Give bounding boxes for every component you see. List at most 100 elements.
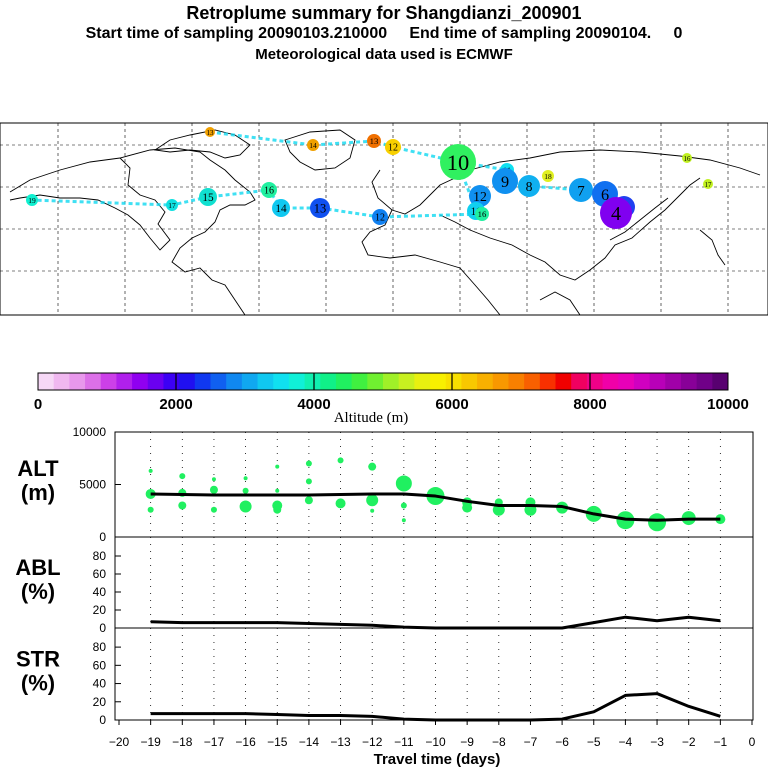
colorbar-cell — [696, 373, 713, 390]
colorbar-cell — [665, 373, 682, 390]
panel-str: STR(%) 0 20 40 60 80 — [16, 640, 721, 727]
cluster-label: 16 — [264, 186, 274, 197]
cluster-label: 13 — [370, 136, 379, 146]
cluster-label: 12 — [473, 189, 487, 204]
colorbar-cell — [226, 373, 243, 390]
trajectory-segment — [31, 161, 483, 219]
cluster-label: 18 — [544, 172, 552, 181]
x-tick-label: −15 — [267, 735, 288, 749]
cluster-marker — [469, 185, 491, 207]
cluster-point — [209, 485, 218, 494]
cluster-marker — [261, 182, 277, 198]
colorbar-cell — [477, 373, 494, 390]
cluster-point — [243, 476, 248, 481]
colorbar-cell — [445, 373, 462, 390]
cluster-point — [273, 505, 282, 514]
x-tick-label: −5 — [587, 735, 601, 749]
met-data-note: Meteorological data used is ECMWF — [255, 46, 513, 63]
cluster-label: 12 — [375, 213, 385, 224]
colorbar-cell — [38, 373, 55, 390]
cluster-marker — [492, 168, 518, 194]
cluster-point — [337, 457, 344, 464]
y-tick-label: 5000 — [79, 478, 106, 492]
colorbar-cell — [194, 373, 211, 390]
cluster-point — [368, 462, 377, 471]
x-tick-label: −7 — [524, 735, 538, 749]
panel-unit: (%) — [21, 579, 55, 604]
coastlines — [9, 129, 761, 316]
cluster-label: 12 — [388, 143, 398, 154]
colorbar-cell — [273, 373, 290, 390]
panel-name: ABL — [15, 555, 60, 580]
colorbar-cell — [524, 373, 541, 390]
cluster-point — [648, 513, 667, 532]
colorbar-cell — [163, 373, 180, 390]
y-tick-label: 0 — [99, 621, 106, 635]
x-tick-label: −8 — [492, 735, 506, 749]
y-tick-label: 40 — [93, 677, 107, 691]
y-tick-label: 10000 — [73, 425, 107, 439]
colorbar-cell — [85, 373, 102, 390]
y-tick-label: 20 — [93, 695, 107, 709]
cluster-point — [179, 473, 186, 480]
figure-title: Retroplume summary for Shangdianzi_20090… — [186, 3, 582, 23]
cluster-label: 17 — [705, 181, 713, 189]
colorbar-tick-label: 10000 — [707, 396, 749, 413]
colorbar-cell — [100, 373, 117, 390]
x-tick-label: −14 — [299, 735, 320, 749]
cluster-marker — [367, 134, 381, 148]
x-tick-label: −6 — [555, 735, 569, 749]
cluster-point — [178, 501, 187, 510]
x-tick-label: −11 — [394, 735, 414, 749]
cluster-point — [395, 475, 412, 492]
x-tick-label: −19 — [140, 735, 161, 749]
cluster-point — [400, 502, 407, 509]
cluster-marker — [199, 188, 217, 206]
y-tick-label: 80 — [93, 640, 107, 654]
x-tick-label: −3 — [650, 735, 664, 749]
y-tick-label: 60 — [93, 658, 107, 672]
colorbar-cell — [602, 373, 619, 390]
colorbar-cells — [38, 373, 729, 390]
colorbar-cell — [398, 373, 415, 390]
end-time-value: 0 — [673, 25, 683, 42]
cluster-marker — [26, 194, 38, 206]
chart-vertical-gridlines — [150, 432, 721, 720]
colorbar-cell — [288, 373, 306, 390]
cluster-marker — [310, 198, 330, 218]
colorbar-cell — [320, 373, 337, 390]
cluster-label: 16 — [684, 155, 692, 163]
x-tick-label: −16 — [235, 735, 256, 749]
colorbar-cell — [304, 373, 321, 390]
colorbar-cell — [508, 373, 525, 390]
cluster-point — [401, 518, 406, 523]
cluster-marker — [518, 175, 540, 197]
colorbar-cell — [461, 373, 478, 390]
cluster-marker — [372, 209, 388, 225]
cluster-label: 17 — [168, 201, 176, 210]
series-line-abl — [150, 615, 721, 630]
retroplume-map: 1314131210111298765416151413121116191718… — [0, 122, 768, 316]
cluster-label: 15 — [202, 192, 214, 204]
y-tick-label: 60 — [93, 567, 107, 581]
x-axis-label: Travel time (days) — [374, 751, 501, 768]
colorbar-cell — [147, 373, 164, 390]
x-tick-label: −18 — [172, 735, 193, 749]
colorbar-frame — [37, 372, 729, 391]
x-tick-label: −10 — [425, 735, 446, 749]
cluster-label: 6 — [601, 186, 609, 204]
altitude-colorbar: 0 2000 4000 6000 8000 10000 Altitude (m) — [34, 372, 749, 426]
panel-abl: ABL(%) 0 20 40 60 80 — [15, 549, 721, 635]
x-tick-label: −20 — [109, 735, 130, 749]
cluster-label: 19 — [28, 196, 36, 205]
cluster-label: 14 — [275, 203, 287, 215]
cluster-point — [210, 506, 217, 513]
panel-alt: ALT(m) 0 5000 10000 — [17, 425, 726, 544]
cluster-label: 10 — [447, 150, 470, 175]
cluster-point — [304, 496, 313, 505]
series-line-alt — [150, 492, 721, 522]
panel-unit: (%) — [21, 671, 55, 696]
colorbar-cell — [69, 373, 86, 390]
colorbar-cell — [351, 373, 368, 390]
